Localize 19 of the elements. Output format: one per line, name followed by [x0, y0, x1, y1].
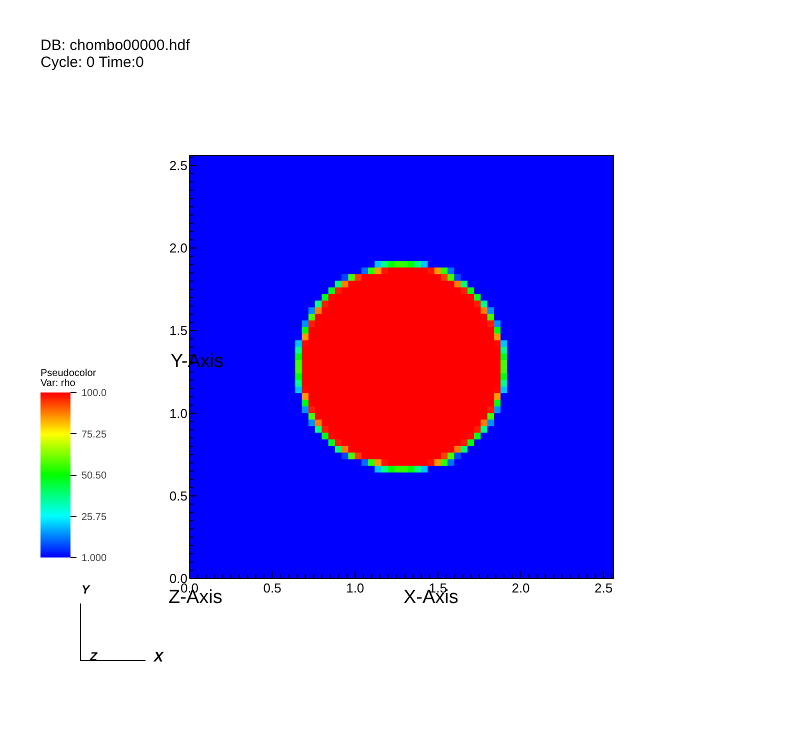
x-tick-label: 1.0	[346, 580, 364, 596]
text: X	[152, 648, 165, 664]
y-tick-label: 1.0	[169, 406, 188, 421]
text: Y	[82, 582, 90, 596]
y-tick-label: 0.5	[169, 488, 188, 504]
color-bar-label: 25.75	[82, 512, 107, 523]
y-tick-label: 2.0	[169, 240, 188, 256]
chart-title: DB: chombo00000.hdf	[40, 37, 191, 54]
y-tick-label: 2.5	[169, 158, 188, 173]
color-bar-label: 1.000	[82, 553, 107, 564]
color-bar-label: 100.0	[82, 388, 107, 399]
chart-subtitle: Cycle: 0 Time:0	[40, 54, 144, 71]
y-tick-label: 1.5	[169, 323, 188, 338]
x-tick-label: 2.0	[512, 580, 530, 596]
color-bar-title: Pseudocolor Var: rho	[40, 368, 97, 389]
color-bar-label: 50.50	[82, 470, 107, 482]
x-tick-label: 0.5	[263, 580, 282, 596]
x-tick-label: 2.5	[594, 580, 613, 596]
color-bar-label: 75.25	[82, 429, 107, 440]
